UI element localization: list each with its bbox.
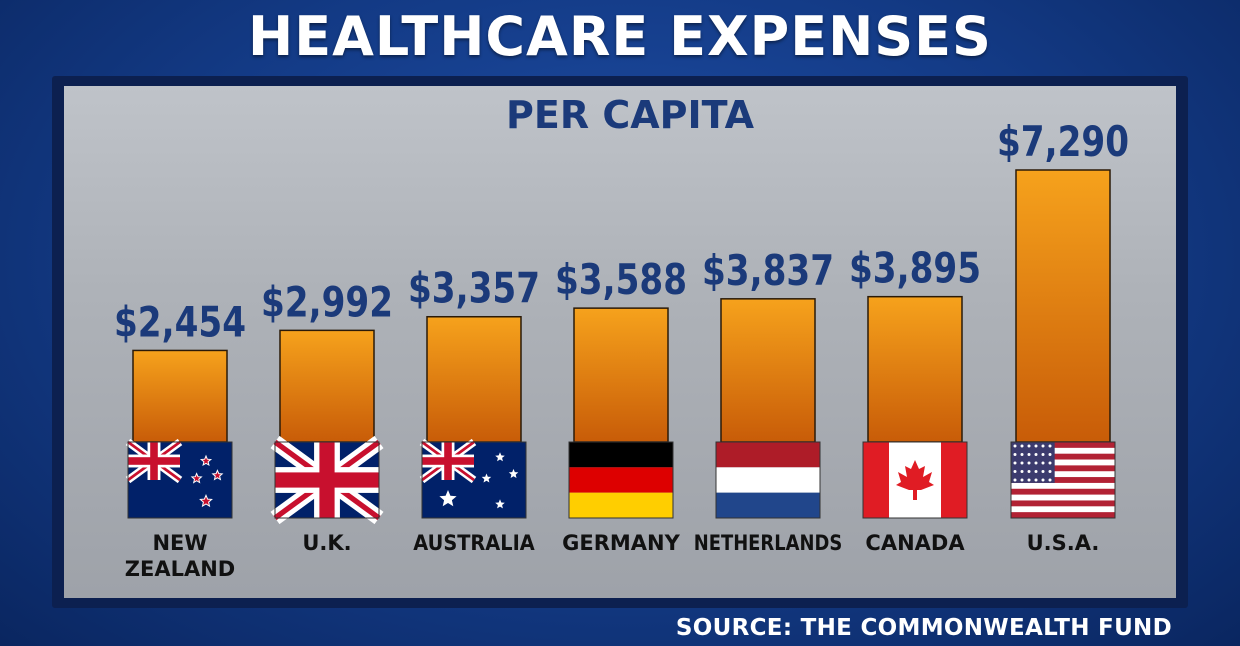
chart-subtitle: PER CAPITA bbox=[506, 93, 754, 137]
value-label: $7,290 bbox=[997, 117, 1129, 166]
category-label: CANADA bbox=[865, 531, 965, 555]
category-label: NETHERLANDS bbox=[694, 531, 843, 555]
value-label: $3,837 bbox=[702, 246, 834, 295]
value-label: $3,895 bbox=[849, 244, 981, 293]
value-label: $3,357 bbox=[408, 264, 540, 313]
category-label: AUSTRALIA bbox=[413, 531, 535, 555]
source-note: SOURCE: THE COMMONWEALTH FUND bbox=[675, 615, 1172, 641]
value-label: $2,454 bbox=[114, 297, 246, 346]
category-label: GERMANY bbox=[562, 531, 680, 555]
germany-flag-icon bbox=[568, 441, 674, 519]
category-label: ZEALAND bbox=[125, 557, 235, 581]
bar-uk bbox=[279, 329, 375, 443]
category-label: U.K. bbox=[302, 531, 351, 555]
bar-canada bbox=[867, 295, 963, 443]
new-zealand-flag-icon bbox=[125, 438, 233, 519]
usa-flag-icon bbox=[1010, 441, 1116, 519]
category-label: NEW bbox=[152, 531, 207, 555]
australia-flag-icon bbox=[419, 438, 527, 519]
value-label: $2,992 bbox=[261, 277, 393, 326]
bar-usa bbox=[1015, 169, 1111, 443]
chart-title: HEALTHCARE EXPENSES bbox=[248, 5, 992, 68]
bar-netherlands bbox=[720, 298, 816, 443]
category-label: U.S.A. bbox=[1027, 531, 1100, 555]
value-label: $3,588 bbox=[555, 255, 687, 304]
netherlands-flag-icon bbox=[715, 441, 821, 519]
bar-australia bbox=[426, 315, 522, 443]
uk-flag-icon bbox=[270, 435, 384, 525]
canada-flag-icon bbox=[862, 441, 968, 519]
bar-germany bbox=[573, 307, 669, 443]
bar-new-zealand bbox=[132, 349, 228, 443]
